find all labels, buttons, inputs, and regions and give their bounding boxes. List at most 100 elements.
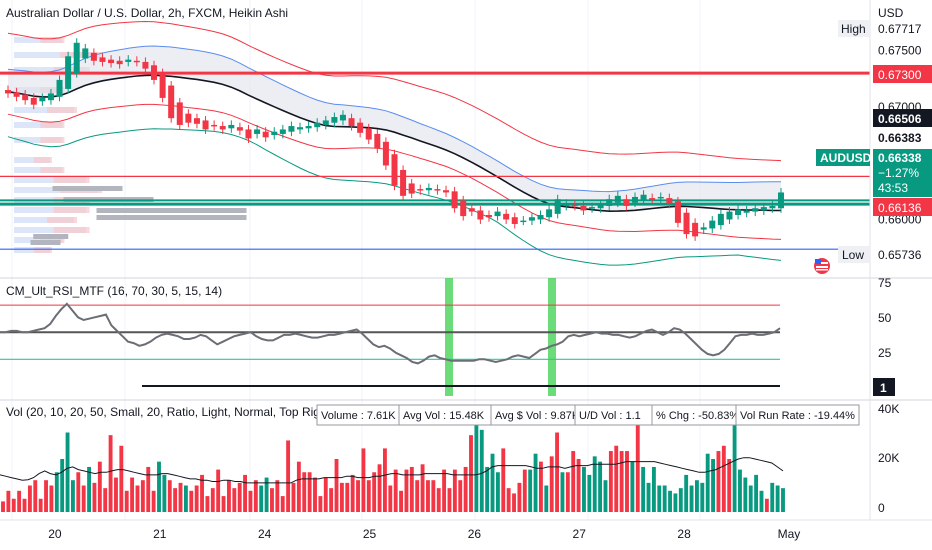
candle-body <box>219 126 226 130</box>
candle-body <box>90 52 97 61</box>
profile-bar <box>14 167 62 173</box>
stat-text: U/D Vol : 1.1 <box>579 410 641 422</box>
profile-poc-bar <box>30 240 61 245</box>
candle-body <box>451 191 458 209</box>
volume-bar <box>210 488 215 512</box>
volume-bar <box>366 480 371 512</box>
chart-title: Australian Dollar / U.S. Dollar, 2h, FXC… <box>6 6 288 20</box>
profile-poc-bar <box>52 186 123 191</box>
volume-bar <box>248 490 253 512</box>
volume-bar <box>200 474 204 512</box>
cloud-fill <box>8 46 781 212</box>
rsi-badge-box <box>873 378 895 396</box>
candle-body <box>709 220 716 229</box>
level-red-tag <box>873 65 932 83</box>
volume-bar <box>178 482 183 512</box>
stat-text: Avg $ Vol : 9.87K <box>495 410 580 422</box>
volume-bar <box>329 488 334 512</box>
profile-bar <box>40 137 65 143</box>
volume-bar <box>70 480 75 512</box>
candle-body <box>262 131 269 138</box>
symbol-tag <box>816 149 870 166</box>
volume-bar <box>404 469 409 512</box>
candle-body <box>640 194 647 201</box>
time-label: May <box>778 527 801 541</box>
volume-bar <box>1 501 5 512</box>
volume-average-line <box>0 457 784 484</box>
stat-text: Volume : 7.61K <box>321 410 396 422</box>
profile-bar <box>14 67 86 73</box>
profile-bar <box>40 167 65 173</box>
band-upper-line <box>7 45 782 193</box>
volume-bar <box>625 451 629 512</box>
volume-bar <box>318 496 323 512</box>
candle-body <box>357 122 364 133</box>
volume-bar <box>350 474 355 512</box>
volume-bar <box>630 461 635 512</box>
volume-bar <box>11 498 16 512</box>
volume-bar <box>721 445 726 512</box>
volume-bar <box>657 485 662 512</box>
volume-bar <box>528 469 533 512</box>
volume-bar <box>576 459 581 512</box>
candle-body <box>717 213 724 226</box>
volume-bar <box>522 469 527 512</box>
volume-bar <box>436 488 441 512</box>
candle-body <box>142 61 149 69</box>
volume-bar <box>738 469 742 512</box>
volume-bar <box>732 419 737 512</box>
candle-body <box>108 59 115 64</box>
volume-bar <box>770 482 775 512</box>
volume-bar <box>619 451 624 512</box>
high-label-box <box>838 20 870 37</box>
profile-bar <box>14 207 86 213</box>
low-label: Low <box>842 248 864 262</box>
candle-body <box>4 90 12 94</box>
volume-bar <box>748 485 753 512</box>
currency-label: USD <box>878 6 904 20</box>
candle-body <box>606 199 613 206</box>
volume-bar <box>54 472 59 512</box>
volume-bar <box>114 477 118 512</box>
time-label: 24 <box>258 527 272 541</box>
volume-bar <box>140 480 145 512</box>
volume-bar <box>264 477 269 512</box>
candle-body <box>176 102 183 125</box>
candle-body <box>777 192 785 209</box>
volume-bar <box>743 477 748 512</box>
time-label: 27 <box>573 527 587 541</box>
volume-bar <box>361 448 366 512</box>
rsi-badge: 1 <box>880 381 887 395</box>
volume-bar <box>592 456 597 512</box>
candle-body <box>22 94 29 101</box>
candle-body <box>666 198 673 204</box>
candle-body <box>322 120 329 125</box>
rsi-title: CM_Ult_RSI_MTF (16, 70, 30, 5, 15, 14) <box>6 284 222 298</box>
volume-bar <box>259 485 264 512</box>
candles <box>4 38 785 241</box>
volume-bar <box>673 493 678 512</box>
profile-bar <box>60 52 103 58</box>
volume-bar <box>243 474 248 512</box>
candle-body <box>331 117 338 123</box>
profile-bar <box>47 217 77 223</box>
profile-bar <box>53 177 90 183</box>
change-percent: −1.27% <box>878 166 919 180</box>
rsi-tick-label: 50 <box>878 311 892 325</box>
candle-body <box>580 205 587 211</box>
candle-body <box>520 220 527 223</box>
volume-bar <box>517 482 522 512</box>
low-label-box <box>838 246 870 263</box>
candle-body <box>400 169 407 196</box>
volume-bar <box>334 459 339 512</box>
candle-body <box>13 92 20 97</box>
candle-body <box>245 129 252 139</box>
volume-bar <box>307 472 312 512</box>
volume-bar <box>119 445 124 512</box>
candle-body <box>408 183 415 194</box>
volume-bar <box>345 482 350 512</box>
profile-bar <box>14 122 62 128</box>
volume-bar <box>146 466 151 512</box>
flag-icon[interactable] <box>814 258 830 274</box>
